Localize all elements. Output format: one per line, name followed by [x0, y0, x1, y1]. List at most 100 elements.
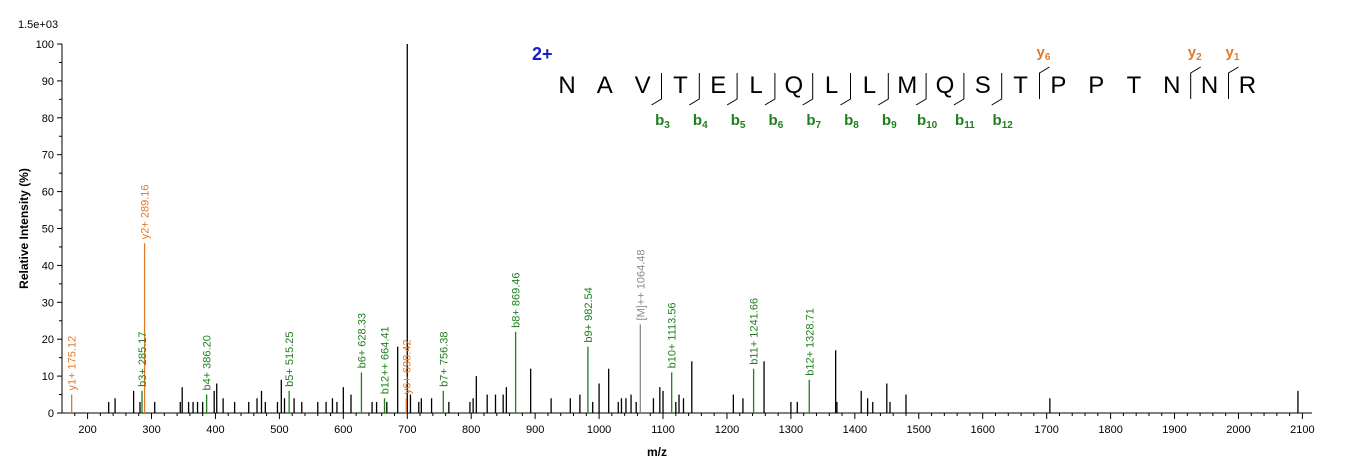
peak-annotation: b6+ 628.33: [356, 313, 368, 368]
b-ion-label: b6: [769, 112, 784, 131]
x-tick-label: 2000: [1226, 424, 1250, 436]
y-tick-label: 30: [42, 297, 54, 309]
x-tick-label: 1800: [1098, 424, 1122, 436]
peak-annotation: b5+ 515.25: [284, 331, 296, 386]
sequence-residue: Q: [936, 72, 955, 99]
sequence-residue: A: [597, 72, 613, 99]
peak-labels-layer: y1+ 175.12 b3+ 285.17 y2+ 289.16 b4+ 386.20…: [67, 185, 817, 395]
b-ion-bracket: [878, 73, 889, 106]
b-ion-bracket: [991, 73, 1003, 106]
b-ion-subscript: 4: [702, 120, 708, 131]
b-ion-label: b10: [917, 112, 938, 131]
y-ion-subscript: 2: [1196, 52, 1202, 63]
peak-annotation: y6+ 698.42: [401, 339, 413, 394]
sequence-residue: N: [558, 72, 575, 99]
x-tick-label: 700: [398, 424, 416, 436]
sequence-residue: V: [635, 72, 651, 99]
sequence-residue: T: [673, 72, 688, 99]
sequence-residue: T: [1013, 72, 1028, 99]
x-tick-label: 1100: [651, 424, 675, 436]
x-tick-label: 800: [462, 424, 480, 436]
sequence-residue: L: [749, 72, 762, 99]
y-tick-label: 80: [42, 113, 54, 125]
y-ion-label: y2: [1188, 44, 1202, 63]
x-axis-title: m/z: [647, 445, 667, 459]
b-ion-bracket: [915, 73, 927, 106]
sequence-residue: L: [825, 72, 838, 99]
y-ion-subscript: 6: [1045, 52, 1051, 63]
y-tick-label: 50: [42, 224, 54, 236]
y-tick-label: 70: [42, 150, 54, 162]
y-tick-label: 0: [48, 408, 54, 420]
peak-annotation: b7+ 756.38: [438, 331, 450, 386]
peak-annotation: y1+ 175.12: [67, 336, 79, 391]
peak-annotation: b10+ 1113.56: [667, 302, 679, 368]
y-ion-bracket: [1190, 66, 1201, 99]
peak-annotation: b12++ 664.41: [380, 326, 392, 394]
b-ion-subscript: 6: [778, 120, 784, 131]
intensity-scale-label: 1.5e+03: [18, 19, 58, 31]
b-ion-label: b8: [844, 112, 859, 131]
b-ion-bracket: [726, 73, 738, 106]
b-ion-bracket: [840, 73, 851, 106]
y-axis-title: Relative Intensity (%): [17, 168, 31, 289]
b-ion-subscript: 11: [964, 120, 975, 131]
sequence-residue: P: [1050, 72, 1066, 99]
x-tick-label: 1700: [1034, 424, 1058, 436]
x-tick-label: 1500: [907, 424, 931, 436]
peak-annotation: b8+ 869.46: [511, 272, 523, 327]
x-tick-label: 200: [78, 424, 96, 436]
x-tick-label: 2100: [1290, 424, 1314, 436]
y-ion-bracket: [1228, 66, 1239, 99]
peak-annotation: b12+ 1328.71: [804, 308, 816, 376]
sequence-residue: N: [1163, 72, 1180, 99]
b-ion-bracket: [953, 73, 965, 106]
y-tick-label: 40: [42, 260, 54, 272]
b-ion-label: b4: [693, 112, 708, 131]
b-ion-subscript: 3: [664, 120, 670, 131]
b-ion-subscript: 9: [891, 120, 897, 131]
sequence-residue: S: [975, 72, 991, 99]
peak-annotation: b3+ 285.17: [137, 331, 149, 386]
peak-annotation: b4+ 386.20: [202, 335, 214, 390]
sequence-residue: L: [863, 72, 876, 99]
x-tick-label: 1600: [970, 424, 994, 436]
x-tick-label: 500: [270, 424, 288, 436]
y-tick-label: 90: [42, 76, 54, 88]
y-tick-label: 20: [42, 334, 54, 346]
b-ion-label: b9: [882, 112, 897, 131]
x-tick-label: 600: [334, 424, 352, 436]
peaks-layer: [71, 44, 1299, 413]
b-ion-label: b5: [731, 112, 746, 131]
y-ion-bracket: [1039, 66, 1050, 99]
sequence-residue: Q: [784, 72, 803, 99]
b-ion-subscript: 12: [1002, 120, 1014, 131]
x-tick-label: 1400: [843, 424, 867, 436]
sequence-residue: N: [1201, 72, 1218, 99]
b-ion-label: b12: [993, 112, 1014, 131]
b-ion-bracket: [689, 73, 700, 106]
peak-annotation: b9+ 982.54: [583, 287, 595, 342]
y-tick-label: 100: [36, 39, 54, 51]
sequence-residue: T: [1127, 72, 1142, 99]
y-ion-label: y6: [1037, 44, 1051, 63]
peak-annotation: y2+ 289.16: [140, 185, 152, 240]
b-ion-bracket: [764, 73, 776, 106]
y-tick-label: 10: [42, 371, 54, 383]
sequence-residue: E: [710, 72, 726, 99]
charge-state-label: 2+: [532, 44, 553, 64]
sequence-residue: R: [1239, 72, 1256, 99]
b-ion-bracket: [651, 73, 662, 106]
b-ion-subscript: 7: [816, 120, 822, 131]
axes: 0 10 20 30 40 50 60 70 80 90 100 200 300 400 500 600 700…: [36, 39, 1315, 436]
b-ion-label: b7: [806, 112, 821, 131]
b-ion-label: b11: [955, 112, 975, 131]
b-ion-subscript: 10: [926, 120, 938, 131]
b-ion-bracket: [802, 73, 814, 106]
x-tick-label: 1200: [715, 424, 739, 436]
sequence-residue: P: [1088, 72, 1104, 99]
b-ion-subscript: 8: [853, 120, 859, 131]
x-tick-label: 1000: [587, 424, 611, 436]
peptide-sequence-map: 2+ N A V T E L Q L L M Q S T P P T N N Rb3 b4 b5 b6 b7 b8 b9 b10 b…: [532, 44, 1256, 131]
